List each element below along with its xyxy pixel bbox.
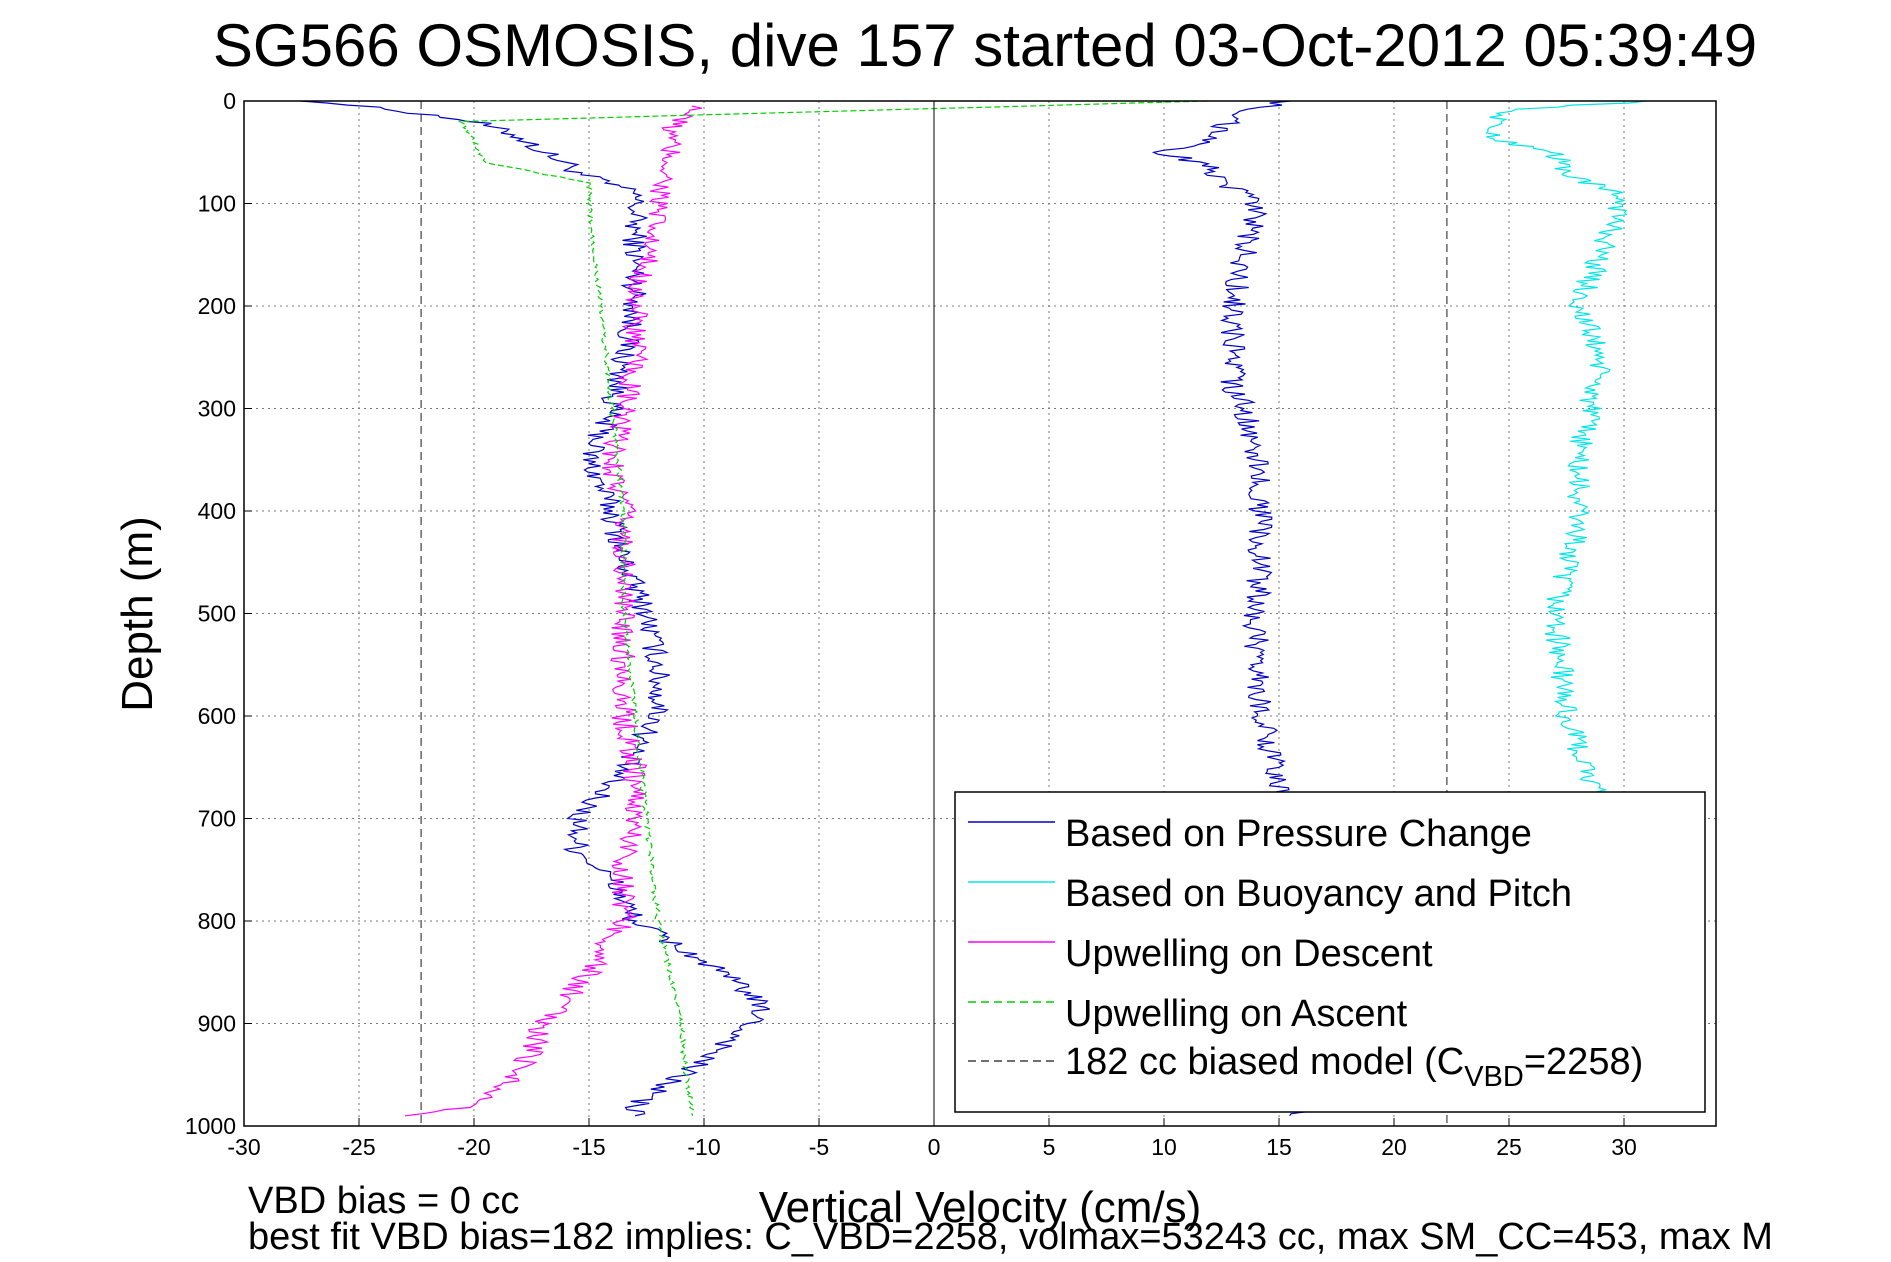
y-tick-label: 100 xyxy=(198,191,236,217)
chart-title: SG566 OSMOSIS, dive 157 started 03-Oct-2… xyxy=(213,12,1757,79)
y-tick-label: 900 xyxy=(198,1011,236,1037)
footer-line-2: best fit VBD bias=182 implies: C_VBD=225… xyxy=(248,1216,1773,1258)
legend-model-sub: VBD xyxy=(1464,1061,1524,1093)
x-tick-label: 0 xyxy=(928,1134,941,1160)
legend-label-pressure: Based on Pressure Change xyxy=(1065,813,1532,855)
legend-label-up-descent: Upwelling on Descent xyxy=(1065,933,1433,975)
x-tick-label: 30 xyxy=(1611,1134,1637,1160)
series-up_descent xyxy=(404,105,702,1117)
y-tick-label: 400 xyxy=(198,498,236,524)
legend-label-up-ascent: Upwelling on Ascent xyxy=(1065,993,1408,1035)
legend: Based on Pressure Change Based on Buoyan… xyxy=(954,791,1706,1113)
x-tick-label: -15 xyxy=(572,1134,605,1160)
x-tick-label: 5 xyxy=(1043,1134,1056,1160)
legend-model-prefix: 182 cc biased model (C xyxy=(1065,1041,1464,1083)
y-tick-label: 500 xyxy=(198,601,236,627)
x-tick-label: 25 xyxy=(1496,1134,1522,1160)
y-tick-labels: 0 100 200 300 400 500 600 700 800 900 1000 xyxy=(185,88,236,1139)
y-tick-label: 600 xyxy=(198,703,236,729)
legend-label-model: 182 cc biased model (CVBD=2258) xyxy=(1065,1041,1643,1093)
x-tick-label: -20 xyxy=(457,1134,490,1160)
legend-model-suffix: =2258) xyxy=(1524,1041,1643,1083)
x-tick-label: -25 xyxy=(342,1134,375,1160)
y-tick-label: 800 xyxy=(198,908,236,934)
x-tick-label: -30 xyxy=(227,1134,260,1160)
series-pressure_descent xyxy=(300,100,770,1117)
legend-box xyxy=(954,791,1706,1113)
y-tick-label: 300 xyxy=(198,396,236,422)
x-tick-label: -10 xyxy=(687,1134,720,1160)
x-tick-label: -5 xyxy=(809,1134,829,1160)
x-tick-labels: -30 -25 -20 -15 -10 -5 0 5 10 15 20 25 30 xyxy=(227,1134,1636,1160)
y-tick-label: 700 xyxy=(198,806,236,832)
legend-label-buoyancy: Based on Buoyancy and Pitch xyxy=(1065,873,1572,915)
x-axis-label: Vertical Velocity (cm/s) xyxy=(759,1183,1202,1232)
model-lines xyxy=(420,101,1448,1126)
y-tick-label: 200 xyxy=(198,293,236,319)
series-buoyancy_descent xyxy=(1485,100,1647,871)
y-tick-label: 1000 xyxy=(185,1113,236,1139)
x-tick-label: 10 xyxy=(1151,1134,1177,1160)
y-tick-label: 0 xyxy=(223,88,236,114)
footer-line-1: VBD bias = 0 cc xyxy=(248,1180,519,1222)
y-axis-label: Depth (m) xyxy=(113,516,162,712)
x-tick-label: 15 xyxy=(1266,1134,1292,1160)
series-up_ascent xyxy=(457,100,1208,1116)
plot-frame xyxy=(243,100,1717,1127)
x-tick-label: 20 xyxy=(1381,1134,1407,1160)
